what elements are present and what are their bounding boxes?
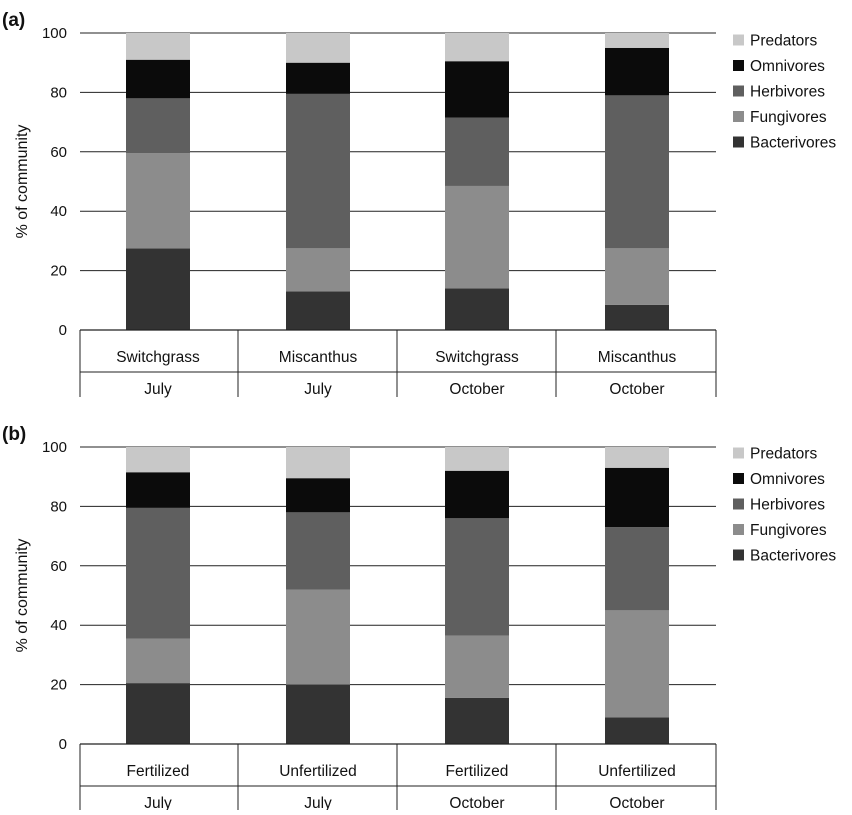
y-tick-label: 20 bbox=[50, 263, 67, 280]
bar-segment-fungivores bbox=[445, 185, 509, 289]
bar-segment-fungivores bbox=[126, 638, 190, 684]
y-tick-label: 100 bbox=[42, 25, 67, 42]
bar-segment-bacterivores bbox=[126, 683, 190, 744]
y-tick-label: 40 bbox=[50, 617, 67, 634]
legend-swatch bbox=[733, 34, 744, 46]
legend-label: Herbivores bbox=[750, 84, 825, 101]
legend-label: Omnivores bbox=[750, 471, 825, 488]
legend-swatch bbox=[733, 85, 744, 97]
bar-segment-fungivores bbox=[605, 610, 669, 718]
legend-swatch bbox=[733, 447, 744, 459]
bar-segment-herbivores bbox=[445, 117, 509, 186]
legend: Predators Omnivores Herbivores Fungivores Ba… bbox=[733, 446, 836, 565]
x-tick-label-month: October bbox=[449, 795, 504, 810]
bar-segment-herbivores bbox=[286, 512, 350, 590]
bar-segment-bacterivores bbox=[605, 717, 669, 744]
bar-segment-bacterivores bbox=[445, 288, 509, 330]
y-tick-label: 80 bbox=[50, 498, 67, 515]
x-tick-label: Fertilized bbox=[127, 763, 190, 780]
legend-label: Fungivores bbox=[750, 522, 827, 539]
y-tick-label: 60 bbox=[50, 558, 67, 575]
bar-segment-predators bbox=[445, 33, 509, 62]
bar-segment-herbivores bbox=[445, 518, 509, 636]
x-tick-label-month: October bbox=[609, 795, 664, 810]
legend: Predators Omnivores Herbivores Fungivores Ba… bbox=[733, 33, 836, 152]
bar-segment-predators bbox=[286, 33, 350, 63]
y-tick-label: 100 bbox=[42, 439, 67, 456]
y-tick-label: 40 bbox=[50, 203, 67, 220]
bar-segment-herbivores bbox=[605, 95, 669, 249]
x-tick-label: Fertilized bbox=[446, 763, 509, 780]
bar-segment-bacterivores bbox=[445, 697, 509, 744]
legend-label: Fungivores bbox=[750, 109, 827, 126]
bar-segment-predators bbox=[126, 447, 190, 473]
bar-segment-fungivores bbox=[286, 589, 350, 685]
x-tick-label: Miscanthus bbox=[279, 349, 358, 366]
legend-swatch bbox=[733, 111, 744, 122]
bar-segment-predators bbox=[605, 447, 669, 468]
y-tick-label: 0 bbox=[59, 322, 67, 339]
x-tick-label-month: July bbox=[304, 381, 332, 398]
bar-segment-predators bbox=[445, 447, 509, 471]
legend-swatch bbox=[733, 549, 744, 561]
y-tick-label: 60 bbox=[50, 144, 67, 161]
y-tick-label: 20 bbox=[50, 677, 67, 694]
legend-swatch bbox=[733, 473, 744, 484]
chart-panel-b: (b) 0 20 40 60 80 100 % of community Fertilized J… bbox=[2, 424, 836, 812]
bar-segment-herbivores bbox=[286, 93, 350, 249]
bar-segment-fungivores bbox=[605, 248, 669, 305]
bar-segment-omnivores bbox=[126, 472, 190, 508]
x-tick-label-month: July bbox=[144, 795, 172, 810]
legend-swatch bbox=[733, 60, 744, 71]
bar-segment-predators bbox=[126, 33, 190, 60]
bar-segment-bacterivores bbox=[605, 304, 669, 330]
bar-segment-herbivores bbox=[605, 527, 669, 611]
y-tick-label: 0 bbox=[59, 736, 67, 753]
y-axis-label: % of community bbox=[14, 539, 31, 653]
legend-label: Predators bbox=[750, 446, 817, 463]
legend-label: Herbivores bbox=[750, 497, 825, 514]
bar-segment-omnivores bbox=[445, 470, 509, 519]
bar-segment-omnivores bbox=[286, 62, 350, 94]
panel-label: (b) bbox=[2, 424, 26, 445]
x-tick-label-month: July bbox=[304, 795, 332, 810]
x-tick-label: Switchgrass bbox=[435, 349, 519, 366]
legend-label: Omnivores bbox=[750, 58, 825, 75]
x-tick-label: Switchgrass bbox=[116, 349, 200, 366]
x-tick-label: Unfertilized bbox=[279, 763, 357, 780]
bar-segment-fungivores bbox=[445, 635, 509, 698]
legend-label: Bacterivores bbox=[750, 548, 836, 565]
x-tick-label-month: July bbox=[144, 381, 172, 398]
bar-segment-fungivores bbox=[286, 248, 350, 292]
bar-segment-bacterivores bbox=[126, 248, 190, 330]
x-tick-label-month: October bbox=[609, 381, 664, 398]
bar-segment-omnivores bbox=[126, 59, 190, 99]
bar-segment-omnivores bbox=[445, 61, 509, 118]
bar-segment-bacterivores bbox=[286, 684, 350, 744]
x-tick-label: Miscanthus bbox=[598, 349, 677, 366]
bar-segment-omnivores bbox=[605, 467, 669, 528]
legend-swatch bbox=[733, 498, 744, 510]
legend-swatch bbox=[733, 524, 744, 535]
bar-segment-omnivores bbox=[286, 478, 350, 513]
bar-segment-fungivores bbox=[126, 153, 190, 249]
bar-segment-predators bbox=[286, 447, 350, 479]
chart-panel-a: (a) 0 20 40 60 80 100 % of community Switchgrass… bbox=[2, 10, 836, 398]
bar-segment-herbivores bbox=[126, 98, 190, 154]
bar-segment-herbivores bbox=[126, 507, 190, 639]
legend-label: Predators bbox=[750, 33, 817, 50]
y-tick-label: 80 bbox=[50, 84, 67, 101]
bar-segment-predators bbox=[605, 33, 669, 48]
legend-swatch bbox=[733, 136, 744, 148]
bar-segment-bacterivores bbox=[286, 291, 350, 330]
y-axis-label: % of community bbox=[14, 125, 31, 239]
legend-label: Bacterivores bbox=[750, 135, 836, 152]
bar-segment-omnivores bbox=[605, 47, 669, 96]
x-tick-label: Unfertilized bbox=[598, 763, 676, 780]
panel-label: (a) bbox=[2, 10, 25, 31]
x-tick-label-month: October bbox=[449, 381, 504, 398]
